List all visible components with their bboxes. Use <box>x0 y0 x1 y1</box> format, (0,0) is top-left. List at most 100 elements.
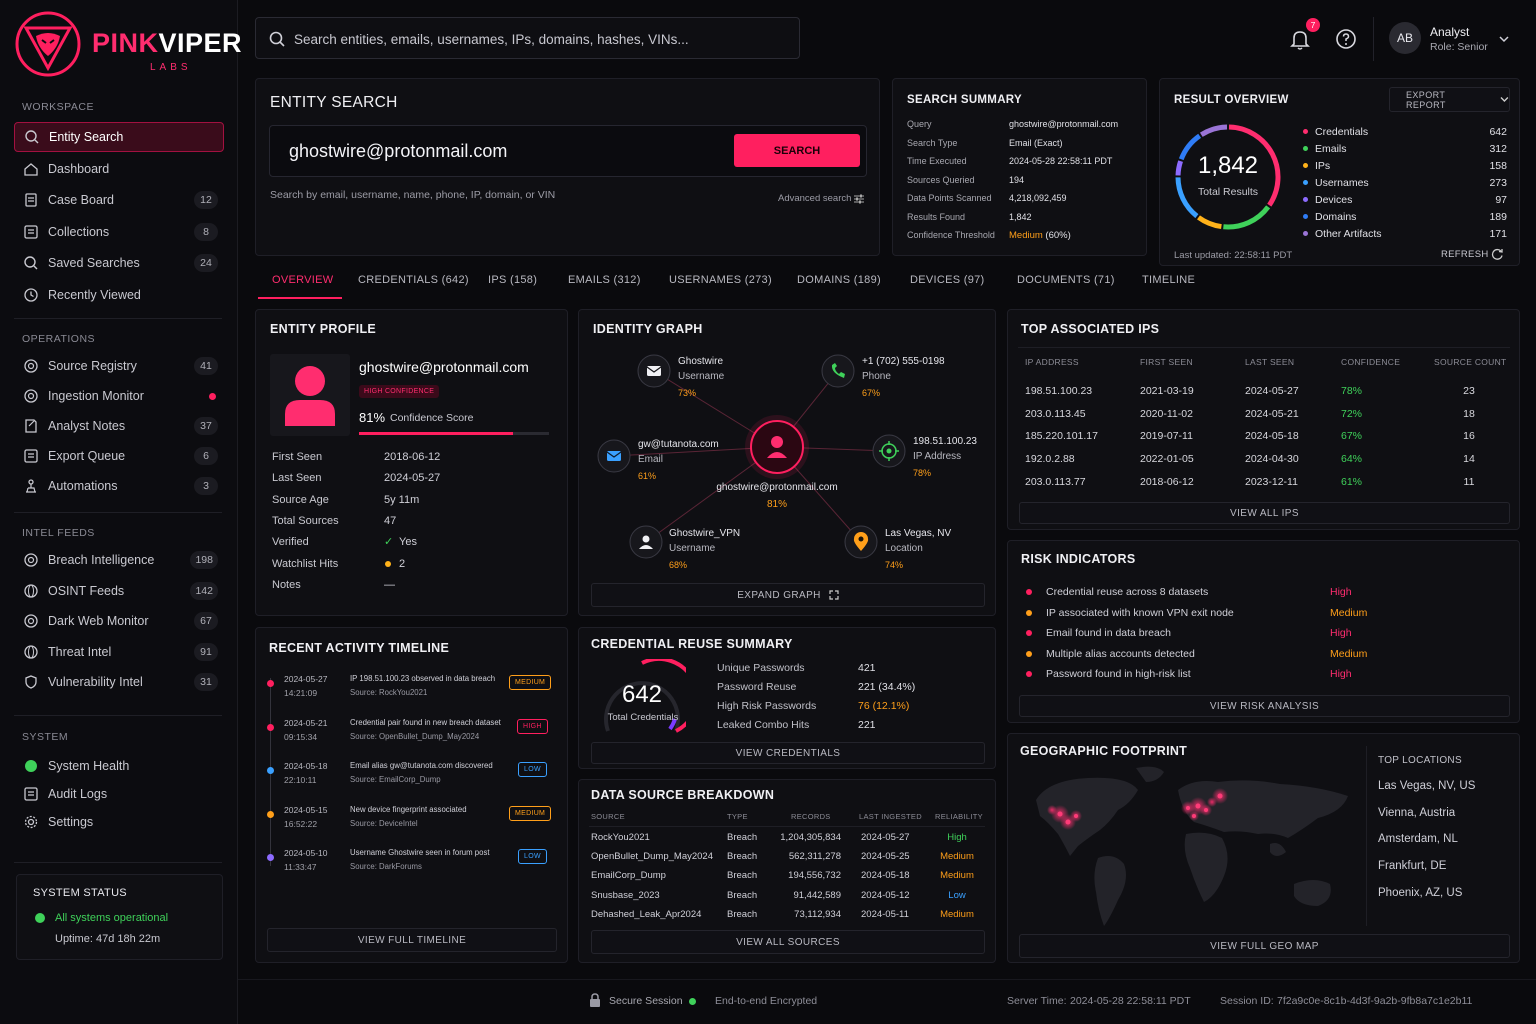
geo-location[interactable]: Amsterdam, NL <box>1378 833 1458 846</box>
phone-icon[interactable] <box>821 354 855 388</box>
sidebar-item-count: 67 <box>194 612 218 630</box>
sidebar-item-saved-searches[interactable]: Saved Searches 24 <box>14 248 224 278</box>
sidebar-item-export-queue[interactable]: Export Queue 6 <box>14 441 224 471</box>
sidebar-item-ingestion-monitor[interactable]: Ingestion Monitor <box>14 381 224 411</box>
timeline-date: 2024-05-15 <box>284 804 328 815</box>
mail-icon[interactable] <box>637 354 671 388</box>
chevron-down-icon[interactable] <box>1498 34 1510 44</box>
sidebar-item-audit-logs[interactable]: Audit Logs <box>14 779 224 809</box>
user-icon[interactable] <box>629 525 663 559</box>
view-full-timeline-button[interactable]: VIEW FULL TIMELINE <box>267 928 557 952</box>
view-all-ips-button[interactable]: VIEW ALL IPS <box>1019 502 1510 524</box>
sidebar-item-threat-intel[interactable]: Threat Intel 91 <box>14 637 224 667</box>
sources-cell: Snusbase_2023 <box>591 889 660 901</box>
sidebar-item-analyst-notes[interactable]: Analyst Notes 37 <box>14 411 224 441</box>
sidebar-item-source-registry[interactable]: Source Registry 41 <box>14 351 224 381</box>
profile-key: Last Seen <box>272 472 322 485</box>
sidebar-item-breach-intelligence[interactable]: Breach Intelligence 198 <box>14 545 224 575</box>
sliders-icon[interactable] <box>853 193 865 205</box>
entity-profile-title: ENTITY PROFILE <box>270 322 377 336</box>
bell-icon[interactable] <box>1289 28 1311 50</box>
tab-domains[interactable]: DOMAINS (189) <box>797 274 881 286</box>
view-geo-map-button[interactable]: VIEW FULL GEO MAP <box>1019 934 1510 958</box>
entity-search-field[interactable]: ghostwire@protonmail.com SEARCH <box>269 125 867 177</box>
refresh-icon[interactable] <box>1491 248 1504 261</box>
risk-level: High <box>1330 586 1352 598</box>
ips-cell: 203.0.113.45 <box>1025 407 1086 420</box>
graph-node-label: Ghostwire <box>678 356 724 367</box>
search-button[interactable]: SEARCH <box>734 134 860 167</box>
geo-location[interactable]: Frankfurt, DE <box>1378 860 1447 873</box>
location-pin-icon[interactable] <box>844 525 878 559</box>
expand-graph-button[interactable]: EXPAND GRAPH <box>591 583 985 607</box>
ips-col-header: IP ADDRESS <box>1025 357 1079 367</box>
geo-location[interactable]: Vienna, Austria <box>1378 806 1456 819</box>
view-credentials-button[interactable]: VIEW CREDENTIALS <box>591 742 985 764</box>
ips-cell: 67% <box>1341 430 1363 443</box>
avatar[interactable]: AB <box>1389 22 1421 54</box>
sidebar-item-settings[interactable]: Settings <box>14 807 224 837</box>
search-icon <box>24 129 40 145</box>
geo-location[interactable]: Phoenix, AZ, US <box>1378 886 1463 899</box>
legend-value: 97 <box>1495 194 1507 206</box>
severity-badge: LOW <box>518 849 547 864</box>
tab-emails[interactable]: EMAILS (312) <box>568 274 641 286</box>
tab-documents[interactable]: DOCUMENTS (71) <box>1017 274 1115 286</box>
graph-node-label: +1 (702) 555-0198 <box>862 356 945 367</box>
tab-devices[interactable]: DEVICES (97) <box>910 274 985 286</box>
ips-cell: 2020-11-02 <box>1140 407 1193 420</box>
timeline-title: RECENT ACTIVITY TIMELINE <box>269 641 450 655</box>
lock-icon <box>590 993 600 1007</box>
active-tab-indicator <box>258 297 342 299</box>
global-search-input[interactable] <box>294 28 789 50</box>
world-map[interactable] <box>1018 760 1366 936</box>
tab-usernames[interactable]: USERNAMES (273) <box>669 274 772 286</box>
global-search-bar[interactable] <box>255 17 800 59</box>
legend-label: Devices <box>1315 194 1353 206</box>
database-icon <box>23 358 39 374</box>
help-icon[interactable] <box>1335 28 1357 50</box>
refresh-button[interactable]: REFRESH <box>1441 249 1489 260</box>
legend-value: 158 <box>1489 160 1507 172</box>
crosshair-icon[interactable] <box>872 434 906 468</box>
tab-ips[interactable]: IPS (158) <box>488 274 538 286</box>
timeline-dot-icon <box>267 854 274 861</box>
sidebar-item-label: Export Queue <box>48 449 126 463</box>
geo-location[interactable]: Las Vegas, NV, US <box>1378 780 1476 792</box>
cred-value: 421 <box>858 662 876 674</box>
sidebar-item-system-health[interactable]: System Health <box>14 751 224 781</box>
sidebar-item-osint-feeds[interactable]: OSINT Feeds 142 <box>14 576 224 606</box>
sidebar-item-collections[interactable]: Collections 8 <box>14 217 224 247</box>
legend-label: Emails <box>1315 143 1347 155</box>
graph-center-node[interactable] <box>745 415 809 479</box>
ips-cell: 2024-05-18 <box>1245 430 1299 443</box>
email-icon[interactable] <box>597 439 631 473</box>
sidebar-item-label: Automations <box>48 479 118 493</box>
profile-key: Total Sources <box>272 514 339 527</box>
sidebar-item-automations[interactable]: Automations 3 <box>14 471 224 501</box>
confidence-label: Confidence Score <box>390 412 474 424</box>
export-report-button[interactable]: EXPORT REPORT <box>1389 87 1510 112</box>
profile-key: Notes <box>272 578 301 591</box>
tab-credentials[interactable]: CREDENTIALS (642) <box>358 274 469 286</box>
entity-search-value[interactable]: ghostwire@protonmail.com <box>289 141 508 161</box>
sidebar-item-dashboard[interactable]: Dashboard <box>14 154 224 184</box>
brand-logo[interactable]: PINKVIPER LABS <box>14 10 242 80</box>
cred-value: 221 (34.4%) <box>858 681 916 693</box>
threat-icon <box>23 644 39 660</box>
tab-timeline[interactable]: TIMELINE <box>1142 274 1196 286</box>
sidebar-item-recently-viewed[interactable]: Recently Viewed <box>14 280 224 310</box>
sources-cell: RockYou2021 <box>591 832 650 843</box>
sidebar-item-entity-search[interactable]: Entity Search <box>14 122 224 152</box>
sidebar-item-case-board[interactable]: Case Board 12 <box>14 185 224 215</box>
tab-overview[interactable]: OVERVIEW <box>272 274 334 286</box>
timeline-time: 14:21:09 <box>284 688 318 698</box>
advanced-search-link[interactable]: Advanced search <box>778 193 852 204</box>
viper-logo-icon <box>15 11 81 77</box>
sidebar-item-dark-web-monitor[interactable]: Dark Web Monitor 67 <box>14 606 224 636</box>
view-all-sources-button[interactable]: VIEW ALL SOURCES <box>591 930 985 954</box>
entity-search-panel: ENTITY SEARCH ghostwire@protonmail.com S… <box>255 78 880 256</box>
graph-node-pct: 74% <box>885 560 904 570</box>
view-risk-analysis-button[interactable]: VIEW RISK ANALYSIS <box>1019 695 1510 717</box>
sidebar-item-vulnerability-intel[interactable]: Vulnerability Intel 31 <box>14 667 224 697</box>
